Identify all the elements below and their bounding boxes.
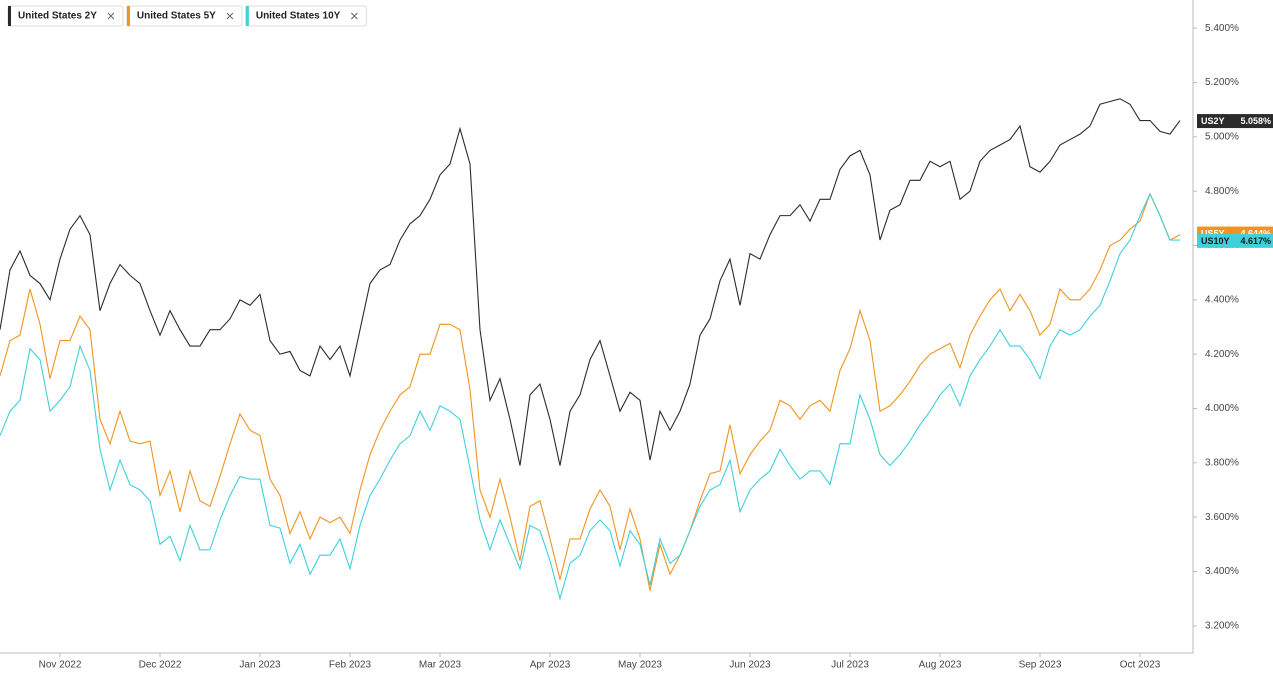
legend-item[interactable]: United States 10Y: [245, 5, 367, 27]
legend-label: United States 5Y: [137, 11, 216, 22]
last-value-tag: [1197, 233, 1273, 248]
x-tick-label: Oct 2023: [1120, 660, 1161, 671]
series-line: [0, 98, 1181, 466]
plot-area: [0, 98, 1181, 601]
series-line: [0, 192, 1181, 591]
legend-swatch: [245, 6, 249, 26]
tag-name: US2Y: [1201, 116, 1225, 126]
y-tick-label: 4.200%: [1205, 349, 1239, 360]
y-tick-label: 3.600%: [1205, 512, 1239, 523]
legend-label: United States 2Y: [18, 11, 97, 22]
x-tick-label: Jan 2023: [239, 660, 281, 671]
legend-swatch: [8, 6, 11, 26]
y-tick-label: 5.200%: [1205, 77, 1239, 88]
legend-close[interactable]: [226, 12, 234, 20]
y-tick-label: 4.800%: [1205, 186, 1239, 197]
legend-item[interactable]: United States 5Y: [126, 5, 243, 27]
legend-swatch: [126, 6, 130, 26]
y-tick-label: 4.000%: [1205, 403, 1239, 414]
legend-item[interactable]: United States 2Y: [7, 5, 124, 27]
y-tick-label: 5.000%: [1205, 131, 1239, 142]
y-tick-label: 3.200%: [1205, 620, 1239, 631]
x-tick-label: Jul 2023: [831, 660, 869, 671]
x-tick-label: Jun 2023: [729, 660, 771, 671]
y-tick-label: 3.800%: [1205, 457, 1239, 468]
tag-value: 5.058%: [1240, 116, 1271, 126]
legend: United States 2Y United States 5Y United S…: [7, 5, 367, 27]
x-tick-label: Nov 2022: [39, 660, 82, 671]
last-value-tag: [1197, 114, 1273, 129]
x-tick-label: May 2023: [618, 660, 662, 671]
y-tick-label: 4.400%: [1205, 294, 1239, 305]
tag-value: 4.617%: [1240, 236, 1271, 246]
y-tick-label: 5.400%: [1205, 23, 1239, 34]
x-tick-label: Mar 2023: [419, 660, 462, 671]
tag-name: US10Y: [1201, 236, 1230, 246]
x-tick-label: Feb 2023: [329, 660, 372, 671]
tag-name: US5Y: [1201, 228, 1225, 238]
x-tick-label: Apr 2023: [530, 660, 571, 671]
x-tick-label: Dec 2022: [139, 660, 182, 671]
x-tick-label: Aug 2023: [919, 660, 962, 671]
x-tick-label: Sep 2023: [1019, 660, 1062, 671]
legend-close[interactable]: [107, 12, 115, 20]
legend-close[interactable]: [350, 12, 358, 20]
y-tick-label: 3.400%: [1205, 566, 1239, 577]
series-line: [0, 192, 1180, 601]
tag-value: 4.644%: [1240, 228, 1271, 238]
legend-label: United States 10Y: [256, 11, 341, 22]
